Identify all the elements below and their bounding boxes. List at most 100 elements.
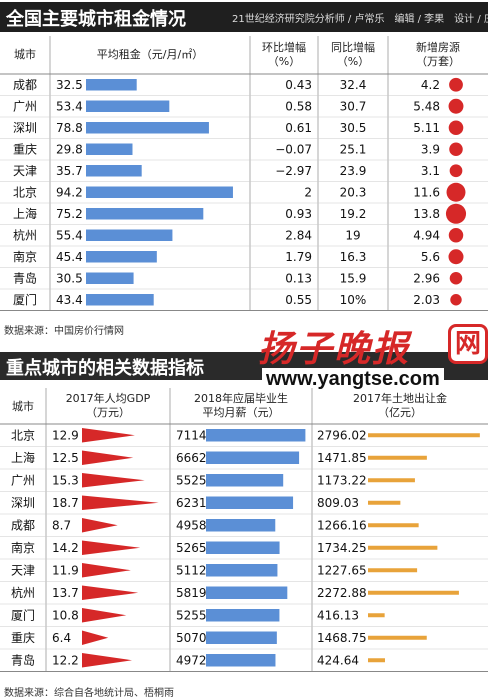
- rent-bar: [86, 79, 137, 91]
- title-rent: 全国主要城市租金情况: [6, 9, 186, 30]
- salary-bar: [206, 586, 288, 599]
- column-header: 新增房源: [416, 40, 460, 54]
- salary-value: 4958: [176, 518, 207, 532]
- salary-bar: [206, 654, 276, 667]
- land-bar: [368, 545, 438, 550]
- city-label: 上海: [11, 450, 35, 465]
- salary-bar: [206, 451, 300, 464]
- new-listings-value: 13.8: [413, 207, 440, 221]
- salary-bar: [206, 429, 306, 442]
- column-header: 环比增幅: [262, 40, 306, 54]
- salary-value: 5265: [176, 541, 207, 555]
- column-header: 2017年土地出让金: [353, 391, 447, 405]
- city-label: 重庆: [13, 142, 37, 156]
- city-label: 成都: [13, 78, 37, 92]
- gdp-value: 18.7: [52, 496, 79, 510]
- gdp-value: 11.9: [52, 563, 79, 577]
- rent-value: 30.5: [56, 271, 83, 285]
- new-listings-bubble: [445, 203, 467, 224]
- column-header: （%）: [268, 55, 300, 68]
- salary-bar: [206, 541, 280, 554]
- rent-bar: [86, 186, 233, 198]
- salary-value: 6231: [176, 496, 207, 510]
- land-value: 1734.25: [317, 541, 367, 555]
- salary-bar: [206, 631, 277, 644]
- yoy-value: 15.9: [340, 271, 367, 285]
- land-value: 1471.85: [317, 451, 367, 465]
- salary-bar: [206, 496, 294, 509]
- land-value: 1173.22: [317, 473, 367, 487]
- column-header: 同比增幅: [331, 40, 375, 54]
- yoy-value: 16.3: [340, 250, 367, 264]
- mom-value: 0.61: [285, 121, 312, 135]
- city-label: 厦门: [11, 607, 35, 622]
- mom-value: 1.79: [285, 250, 312, 264]
- city-label: 北京: [13, 185, 37, 199]
- new-listings-bubble: [449, 142, 463, 157]
- source-indicators: 数据来源：综合自各地统计局、梧桐雨: [4, 688, 174, 699]
- land-value: 1227.65: [317, 563, 367, 577]
- new-listings-value: 4.2: [421, 78, 440, 92]
- mom-value: 2: [304, 185, 312, 199]
- rent-value: 75.2: [56, 207, 83, 221]
- rent-bar: [86, 143, 133, 155]
- rent-bar: [86, 294, 154, 306]
- mom-value: −0.07: [275, 142, 312, 156]
- yoy-value: 19: [345, 228, 360, 242]
- rent-value: 45.4: [56, 250, 83, 264]
- salary-bar: [206, 609, 280, 622]
- column-header: 城市: [12, 399, 34, 413]
- yoy-value: 10%: [340, 293, 367, 307]
- gdp-value: 12.2: [52, 653, 79, 667]
- column-header: （万元）: [86, 406, 130, 419]
- new-listings-value: 4.94: [413, 228, 440, 242]
- gdp-triangle: [82, 563, 131, 578]
- gdp-triangle: [82, 653, 133, 668]
- rent-value: 32.5: [56, 78, 83, 92]
- yoy-value: 25.1: [340, 142, 367, 156]
- mom-value: 0.55: [285, 293, 312, 307]
- city-label: 青岛: [11, 652, 35, 667]
- city-label: 青岛: [13, 270, 37, 285]
- city-label: 天津: [11, 563, 35, 577]
- column-header: 平均租金（元/月/㎡）: [97, 47, 203, 61]
- mom-value: −2.97: [275, 164, 312, 178]
- gdp-triangle: [82, 518, 118, 533]
- yoy-value: 30.5: [340, 121, 367, 135]
- mom-value: 2.84: [285, 228, 312, 242]
- new-listings-bubble: [446, 182, 466, 202]
- yoy-value: 32.4: [340, 78, 367, 92]
- column-header: （亿元）: [378, 406, 422, 419]
- new-listings-bubble: [449, 271, 463, 285]
- land-value: 1266.16: [317, 518, 367, 532]
- gdp-triangle: [82, 540, 141, 555]
- gdp-triangle: [82, 450, 134, 465]
- yoy-value: 30.7: [340, 99, 367, 113]
- rent-value: 94.2: [56, 185, 83, 199]
- mom-value: 0.13: [285, 271, 312, 285]
- column-header: 平均月薪（元）: [203, 406, 280, 419]
- city-label: 重庆: [11, 631, 35, 645]
- column-header: 城市: [14, 47, 36, 61]
- rent-bar: [86, 229, 173, 241]
- city-label: 天津: [13, 164, 37, 178]
- credit-line: 21世纪经济研究院分析师 / 卢常乐 编辑 / 李果 设计 / 庄栩: [232, 14, 488, 25]
- city-label: 北京: [11, 428, 35, 442]
- rent-value: 53.4: [56, 99, 83, 113]
- city-label: 深圳: [11, 496, 35, 510]
- land-bar: [368, 478, 415, 483]
- new-listings-value: 3.1: [421, 164, 440, 178]
- new-listings-value: 3.9: [421, 142, 440, 156]
- column-header: （%）: [337, 55, 369, 68]
- yoy-value: 19.2: [340, 207, 367, 221]
- title-indicators: 重点城市的相关数据指标: [6, 358, 204, 379]
- rent-value: 55.4: [56, 228, 83, 242]
- new-listings-bubble: [449, 77, 463, 92]
- gdp-triangle: [82, 428, 135, 443]
- salary-value: 4972: [176, 653, 207, 667]
- new-listings-value: 5.11: [413, 121, 440, 135]
- mom-value: 0.58: [285, 99, 312, 113]
- yoy-value: 23.9: [340, 164, 367, 178]
- header-rent: 全国主要城市租金情况 21世纪经济研究院分析师 / 卢常乐 编辑 / 李果 设计…: [0, 2, 488, 32]
- gdp-value: 10.8: [52, 608, 79, 622]
